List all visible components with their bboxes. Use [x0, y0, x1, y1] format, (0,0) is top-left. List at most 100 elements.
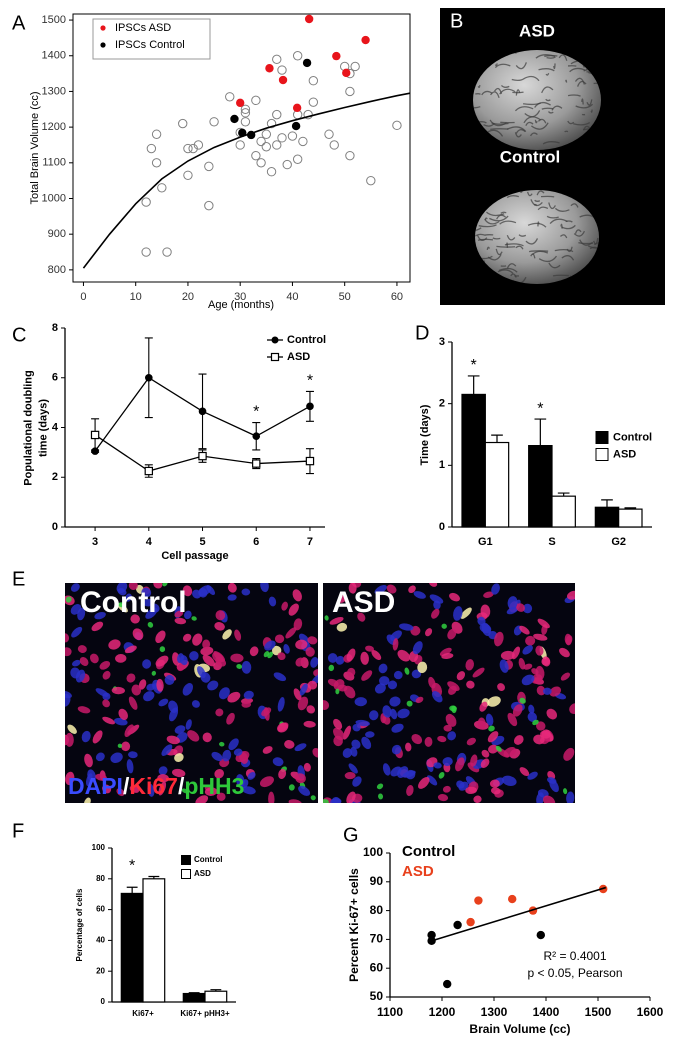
gyrus [537, 221, 540, 227]
nucleus [294, 743, 307, 752]
gyrus [500, 85, 510, 88]
y-tick-label: 60 [370, 960, 384, 974]
nucleus [153, 583, 163, 589]
x-tick-label: 30 [234, 291, 246, 303]
y-tick-label: 1300 [42, 85, 66, 97]
nucleus [378, 663, 388, 674]
bar [182, 992, 206, 1003]
nucleus [342, 748, 353, 758]
nucleus [470, 754, 478, 767]
nucleus [560, 672, 571, 681]
nucleus [117, 743, 123, 749]
nucleus [336, 622, 348, 632]
nucleus [437, 794, 449, 802]
nucleus [166, 735, 180, 745]
y-tick-label: 50 [370, 989, 384, 1003]
gyrus [478, 224, 497, 228]
x-tick-label: 6 [253, 536, 259, 548]
legend-label: Control [194, 855, 222, 864]
nucleus [431, 608, 440, 619]
nucleus [268, 596, 277, 607]
data-point [151, 129, 162, 139]
gyrus [541, 86, 554, 94]
data-point [235, 98, 245, 108]
nucleus [546, 708, 558, 720]
nucleus [417, 661, 428, 674]
nucleus [522, 645, 533, 655]
nucleus [441, 653, 454, 660]
panel-letter: G [343, 824, 359, 846]
nucleus [431, 691, 443, 703]
nucleus [507, 712, 518, 727]
nucleus [487, 731, 499, 743]
nucleus [174, 725, 186, 734]
data-point [345, 86, 355, 97]
data-point [251, 150, 261, 161]
nucleus [360, 651, 369, 665]
nucleus [393, 670, 403, 680]
nucleus [467, 762, 480, 773]
stain-part: Ki67 [129, 773, 178, 799]
nucleus [273, 672, 287, 682]
nucleus [456, 780, 465, 789]
data-point [324, 129, 334, 139]
gyrus [586, 99, 593, 106]
data-point [266, 118, 277, 129]
nucleus [293, 688, 302, 701]
data-point [209, 117, 219, 127]
data-point [287, 131, 298, 141]
nucleus [65, 647, 72, 657]
nucleus [424, 736, 433, 747]
nucleus [369, 710, 379, 721]
gyrus [498, 267, 518, 273]
legend-frame [92, 18, 211, 60]
x-tick-label: 0 [80, 291, 86, 303]
y-tick-label: 800 [48, 264, 66, 276]
nucleus [456, 671, 466, 681]
nucleus [207, 680, 219, 691]
nucleus [460, 607, 472, 619]
nucleus [348, 763, 358, 774]
nucleus [479, 701, 488, 712]
nucleus [72, 659, 81, 667]
legend-label: ASD [287, 351, 310, 363]
gyrus [530, 122, 549, 130]
x-tick-label: 3 [92, 536, 98, 548]
gyrus [515, 245, 524, 250]
nucleus [376, 783, 384, 790]
data-point [298, 136, 308, 147]
nucleus [121, 741, 131, 752]
gyrus [528, 250, 549, 253]
gyrus [546, 215, 559, 219]
gyrus [475, 224, 482, 232]
nucleus [195, 795, 209, 803]
nucleus [142, 659, 152, 669]
nucleus [102, 784, 112, 794]
data-point [350, 61, 360, 72]
nucleus [118, 708, 128, 720]
x-tick-label: 1600 [637, 1005, 664, 1019]
data-point [329, 140, 339, 150]
error-bar [210, 989, 222, 992]
nucleus [65, 693, 71, 707]
data-point [305, 456, 315, 466]
gyrus [548, 262, 561, 269]
data-point [162, 247, 172, 257]
nucleus [158, 766, 168, 776]
gyrus [552, 274, 569, 277]
data-point [332, 51, 341, 61]
gyrus [475, 93, 481, 95]
nucleus [156, 678, 164, 692]
gyrus [538, 255, 558, 263]
nucleus [499, 659, 509, 673]
nucleus [77, 645, 87, 653]
legend-marker [271, 336, 279, 344]
x-tick-label: 4 [146, 536, 153, 548]
nucleus [465, 786, 477, 795]
nucleus [347, 667, 356, 677]
data-point [266, 167, 277, 177]
nucleus [346, 791, 356, 803]
nucleus [352, 776, 362, 787]
y-tick-label: 40 [96, 936, 105, 945]
